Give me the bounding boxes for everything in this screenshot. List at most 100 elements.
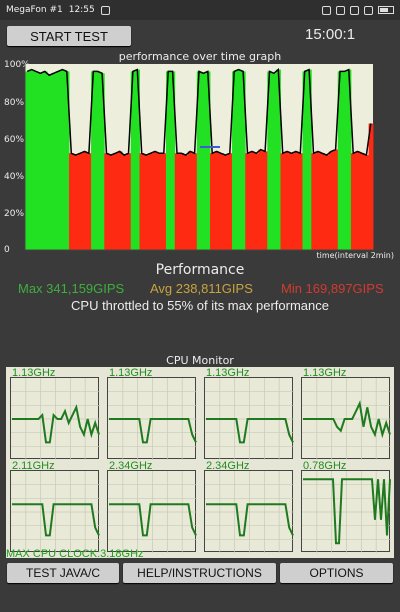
y-tick-40: 40% (4, 172, 25, 182)
performance-bar (108, 155, 114, 250)
cpu-trace-line (12, 404, 100, 444)
graph-title: performance over time graph (118, 50, 282, 63)
performance-bar (342, 71, 347, 250)
performance-bar (104, 153, 110, 250)
cpu-monitor-panel: 1.13GHz 1.13GHz 1.13GHz 1.13GHz 2.11GHz 2.34G… (6, 367, 394, 558)
y-tick-60: 60% (4, 135, 25, 145)
performance-bar (29, 69, 35, 250)
status-bar: MegaFon #1 12:55 (0, 0, 400, 20)
performance-bar (276, 69, 281, 250)
cpu-trace-line (12, 503, 100, 537)
y-tick-100: 100% (4, 60, 30, 70)
performance-bar (47, 75, 52, 250)
cpu-core-1: 1.13GHz (103, 367, 198, 461)
cpu-core-graph (10, 377, 100, 460)
cpu-core-frequency: 2.11GHz (12, 460, 55, 472)
performance-bar (60, 69, 66, 250)
performance-bar (271, 73, 277, 250)
performance-bar (320, 153, 325, 250)
cpu-core-6: 2.34GHz (200, 460, 295, 554)
max-cpu-clock: MAX CPU CLOCK:3.18GHz (6, 548, 144, 560)
performance-bar (232, 71, 237, 250)
performance-line (26, 68, 372, 157)
performance-bar (25, 71, 30, 250)
performance-bar (143, 155, 149, 250)
performance-bar (364, 155, 369, 250)
options-button[interactable]: OPTIONS (280, 563, 393, 583)
performance-bar (165, 71, 171, 250)
performance-bar (298, 153, 303, 250)
cpu-trace-line (206, 503, 294, 537)
performance-bar (324, 155, 330, 250)
performance-bar (55, 71, 61, 250)
performance-bar (315, 151, 321, 250)
help-instructions-button[interactable]: HELP/INSTRUCTIONS (123, 563, 276, 583)
clock: 12:55 (68, 5, 95, 15)
y-tick-0: 0 (4, 245, 10, 255)
avg-performance: Avg 238,811GIPS (150, 281, 253, 296)
performance-bar (201, 73, 207, 250)
performance-bar (82, 151, 88, 250)
cpu-trace-line (109, 503, 197, 537)
cpu-core-graph (204, 377, 294, 460)
performance-bar (293, 151, 299, 250)
performance-bar (117, 151, 123, 250)
performance-bar (157, 153, 162, 250)
battery-icon (378, 6, 394, 14)
timer: 15:00:1 (305, 26, 356, 43)
cpu-core-frequency: 0.78GHz (303, 460, 347, 472)
cpu-core-frequency: 1.13GHz (12, 367, 56, 379)
performance-bar (355, 151, 361, 250)
test-java-c-button[interactable]: TEST JAVA/C (7, 563, 119, 583)
performance-bar (174, 153, 180, 250)
cpu-core-graph (301, 377, 391, 460)
cpu-core-frequency: 2.34GHz (109, 460, 153, 472)
performance-bar (126, 153, 132, 250)
performance-bar (306, 69, 312, 250)
performance-bar (368, 123, 374, 250)
performance-bar (210, 153, 215, 250)
y-tick-20: 20% (4, 209, 25, 219)
cpu-core-5: 2.34GHz (103, 460, 198, 554)
cpu-core-2: 1.13GHz (200, 367, 295, 461)
cpu-core-7: 0.78GHz (297, 460, 392, 554)
performance-bar (337, 71, 343, 250)
performance-bar (227, 153, 233, 250)
performance-bar (38, 73, 44, 250)
cpu-trace-line (206, 418, 294, 444)
cpu-monitor-title: CPU Monitor (166, 354, 234, 367)
start-test-button[interactable]: START TEST (7, 26, 131, 46)
cpu-core-graph (301, 470, 391, 553)
x-axis-label: time(interval 2min) (316, 251, 394, 260)
performance-bar (91, 71, 96, 250)
max-performance: Max 341,159GIPS (18, 281, 125, 296)
performance-bar (187, 151, 193, 250)
performance-bar (346, 69, 352, 250)
performance-bar (223, 155, 229, 250)
mute-icon (336, 5, 345, 15)
performance-graph (24, 64, 374, 251)
performance-bar (95, 71, 101, 250)
notification-icon (100, 5, 110, 15)
performance-bar (267, 71, 273, 250)
performance-bar (214, 151, 220, 250)
min-performance: Min 169,897GIPS (281, 281, 384, 296)
performance-bar (236, 69, 242, 250)
performance-bar (179, 153, 184, 250)
performance-bar (69, 153, 74, 250)
performance-bar (249, 151, 255, 250)
performance-bar (218, 153, 224, 250)
performance-bar (42, 71, 48, 250)
performance-bar (130, 71, 136, 250)
performance-bar (302, 71, 308, 250)
performance-bar (148, 153, 154, 250)
performance-bar (240, 71, 246, 250)
cpu-core-frequency: 1.13GHz (206, 367, 250, 379)
throttle-summary: CPU throttled to 55% of its max performa… (71, 298, 329, 313)
cpu-trace-line (303, 400, 391, 439)
y-tick-80: 80% (4, 98, 25, 108)
performance-bar (77, 153, 83, 250)
cpu-trace-line (109, 418, 197, 444)
performance-bar (33, 71, 39, 250)
cpu-core-3: 1.13GHz (297, 367, 392, 461)
